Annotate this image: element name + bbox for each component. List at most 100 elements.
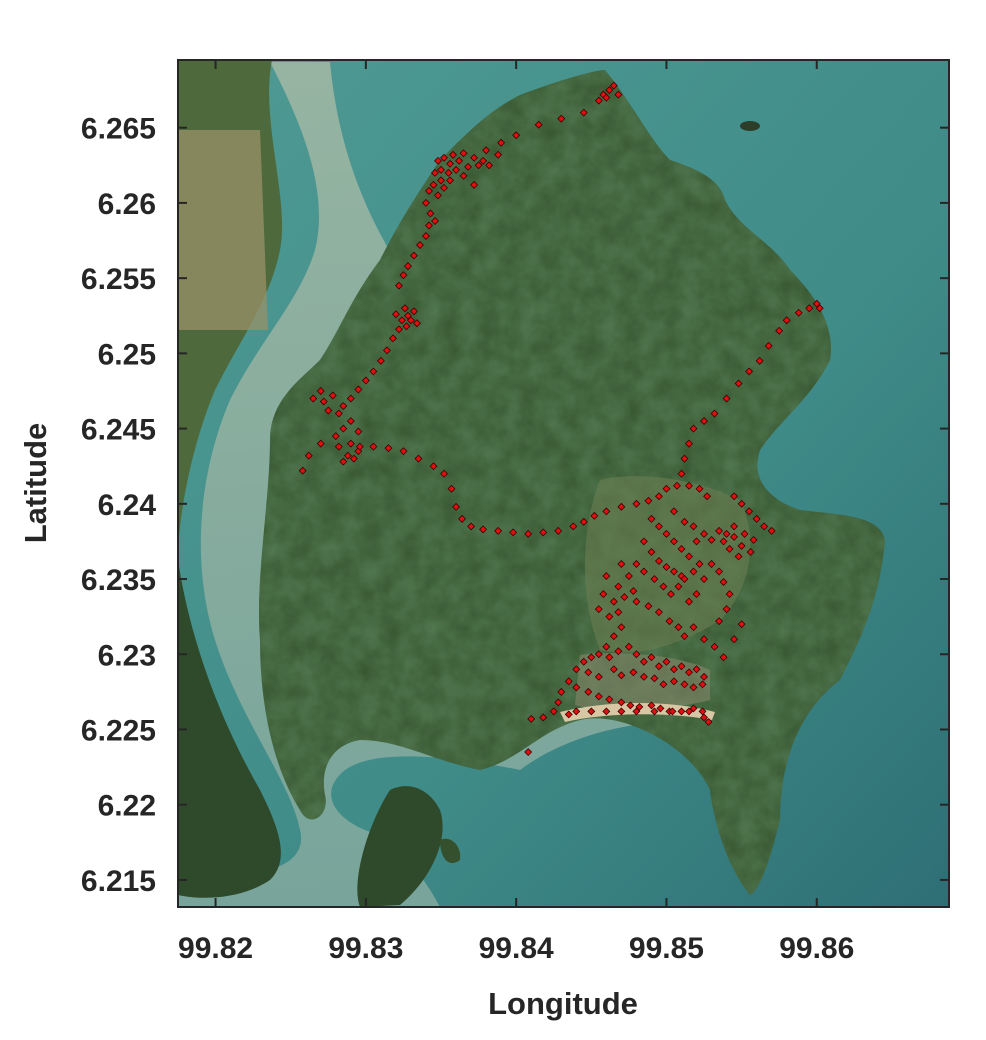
- survey-point: [564, 677, 573, 686]
- survey-point: [635, 702, 644, 711]
- survey-point: [745, 507, 754, 516]
- survey-point: [369, 442, 378, 451]
- survey-point: [674, 582, 683, 591]
- survey-point: [719, 578, 728, 587]
- survey-point: [440, 183, 448, 192]
- survey-point: [698, 680, 707, 689]
- survey-point: [572, 683, 581, 692]
- survey-point: [319, 397, 328, 406]
- survey-point: [524, 529, 533, 538]
- x-tick-label: 99.85: [629, 932, 704, 965]
- survey-point: [557, 687, 566, 696]
- survey-point: [557, 114, 566, 123]
- survey-point: [674, 623, 683, 632]
- survey-point: [715, 567, 724, 576]
- survey-point: [654, 662, 663, 671]
- survey-point: [482, 146, 491, 155]
- survey-point: [685, 668, 693, 677]
- survey-point: [669, 677, 678, 686]
- y-tick-label: 6.25: [98, 338, 156, 371]
- survey-point: [673, 481, 681, 490]
- survey-point: [485, 161, 494, 170]
- survey-point: [425, 221, 433, 230]
- survey-point: [349, 454, 358, 463]
- survey-point: [539, 713, 548, 722]
- survey-point: [775, 326, 784, 335]
- survey-point: [700, 575, 708, 583]
- survey-point: [554, 698, 563, 707]
- survey-point: [579, 657, 588, 666]
- survey-point: [677, 469, 686, 478]
- y-tick-label: 6.255: [81, 263, 156, 296]
- survey-point: [594, 672, 603, 681]
- survey-point: [609, 597, 618, 606]
- survey-point: [470, 180, 479, 189]
- survey-point: [605, 612, 614, 621]
- survey-point: [609, 632, 618, 641]
- survey-point: [730, 522, 739, 531]
- survey-point: [730, 635, 739, 644]
- survey-point: [361, 376, 370, 385]
- survey-point: [692, 537, 701, 546]
- survey-point: [617, 623, 626, 632]
- survey-point: [422, 198, 430, 207]
- survey-point: [444, 168, 453, 177]
- survey-point: [620, 593, 629, 602]
- survey-point: [669, 567, 678, 576]
- survey-point: [725, 544, 734, 553]
- x-axis: 99.82 99.83 99.84 99.85 99.86: [178, 60, 854, 965]
- survey-point: [662, 657, 671, 666]
- survey-point: [446, 176, 454, 185]
- survey-point: [662, 563, 671, 571]
- survey-point: [700, 635, 708, 644]
- survey-point: [745, 367, 754, 376]
- survey-point: [494, 150, 503, 159]
- survey-point: [339, 424, 348, 433]
- survey-point: [579, 517, 588, 526]
- survey-point: [594, 650, 603, 659]
- survey-point: [328, 391, 337, 400]
- survey-point: [639, 657, 648, 666]
- survey-point: [587, 707, 596, 716]
- survey-point: [700, 672, 708, 681]
- survey-point: [722, 605, 731, 614]
- survey-point: [629, 587, 638, 596]
- survey-point: [549, 707, 558, 716]
- survey-point: [639, 567, 648, 576]
- survey-point: [602, 507, 611, 516]
- survey-point: [680, 632, 689, 641]
- survey-point: [602, 642, 611, 651]
- survey-point: [647, 547, 656, 556]
- survey-point: [479, 156, 488, 165]
- survey-point: [734, 552, 743, 561]
- survey-point: [719, 653, 728, 662]
- survey-point: [700, 713, 708, 722]
- survey-point: [594, 96, 603, 105]
- survey-point: [654, 608, 663, 617]
- survey-point: [639, 537, 648, 546]
- y-tick-label: 6.235: [81, 564, 156, 597]
- survey-point: [391, 310, 400, 319]
- survey-point: [685, 481, 693, 490]
- survey-point: [343, 451, 352, 460]
- survey-point: [740, 529, 749, 538]
- survey-point: [722, 529, 731, 538]
- survey-point: [309, 394, 318, 403]
- survey-point: [339, 457, 348, 466]
- survey-point: [654, 522, 663, 531]
- survey-point: [594, 605, 603, 614]
- survey-point: [647, 514, 656, 523]
- survey-point: [399, 271, 408, 280]
- survey-point: [467, 522, 476, 531]
- survey-point: [426, 209, 435, 218]
- survey-point: [331, 432, 340, 441]
- survey-point: [626, 701, 635, 710]
- survey-point: [534, 120, 543, 129]
- survey-point: [594, 692, 603, 701]
- survey-point: [584, 668, 593, 677]
- survey-point: [369, 367, 378, 376]
- survey-point: [659, 582, 668, 591]
- survey-point: [449, 150, 458, 159]
- survey-point: [406, 316, 415, 325]
